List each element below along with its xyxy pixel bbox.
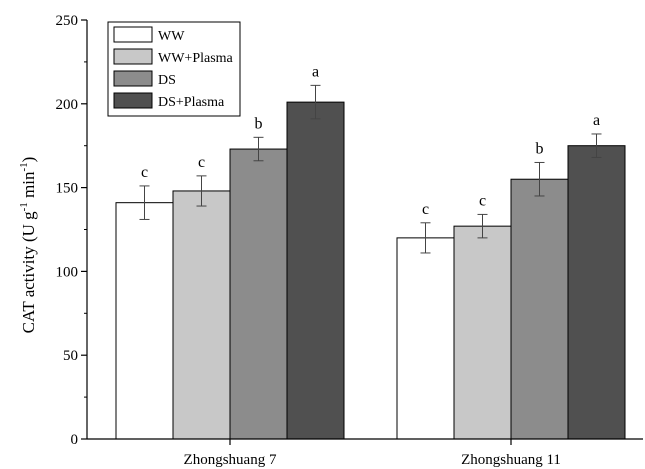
legend-label: WW+Plasma (158, 51, 234, 66)
legend-swatch (113, 92, 153, 109)
y-axis-title-mid: min (19, 171, 38, 202)
y-tick-label: 250 (56, 13, 79, 29)
y-axis-title: CAT activity (U g-1 min-1) (18, 157, 38, 334)
significance-label: a (593, 112, 600, 129)
significance-label: c (422, 201, 429, 218)
bar (115, 202, 174, 440)
legend-swatch (113, 26, 153, 43)
y-axis-title-sup2: -1 (18, 162, 30, 171)
bar (172, 190, 231, 440)
x-tick-label: Zhongshuang 11 (461, 452, 561, 468)
significance-label: c (479, 192, 486, 209)
legend-label: WW (158, 29, 185, 44)
legend-swatch (113, 48, 153, 65)
y-tick-label: 150 (56, 181, 79, 197)
legend: WW WW+Plasma DS DS+Plasma (107, 21, 241, 117)
y-axis-title-end: ) (19, 157, 38, 163)
significance-label: b (536, 140, 544, 157)
significance-label: c (141, 164, 148, 181)
bar (453, 225, 512, 440)
y-tick-label: 100 (56, 264, 79, 280)
y-tick-label: 0 (71, 432, 79, 448)
bar (510, 178, 569, 440)
significance-label: a (312, 63, 319, 80)
x-tick-label: Zhongshuang 7 (184, 452, 277, 468)
significance-label: c (198, 154, 205, 171)
bar (567, 145, 626, 440)
bar (396, 237, 455, 440)
y-axis-title-main: CAT activity (U g (19, 211, 38, 333)
bar (229, 148, 288, 440)
y-axis-title-sup1: -1 (18, 202, 30, 211)
legend-swatch (113, 70, 153, 87)
y-tick-label: 50 (63, 348, 78, 364)
bar (286, 101, 345, 440)
legend-label: DS (158, 73, 176, 88)
legend-label: DS+Plasma (158, 95, 225, 110)
significance-label: b (255, 115, 263, 132)
y-tick-label: 200 (56, 97, 79, 113)
